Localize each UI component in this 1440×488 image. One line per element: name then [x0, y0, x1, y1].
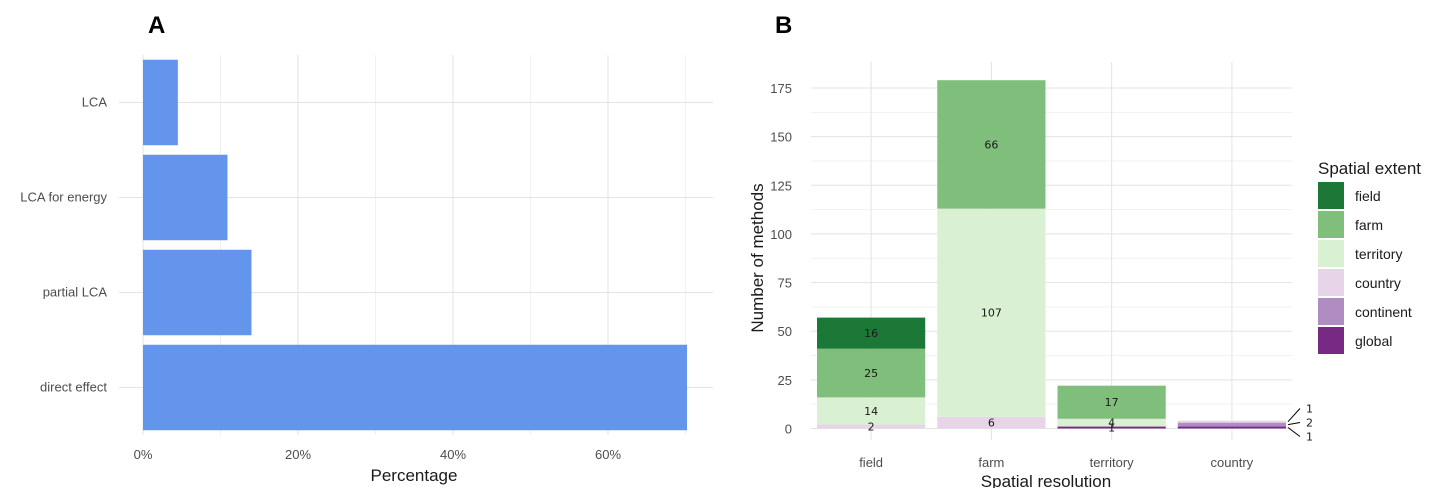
x-tick-label: 60% — [595, 447, 621, 462]
segment-value-label: 66 — [984, 138, 998, 151]
label-leader-line — [1287, 427, 1301, 437]
segment-territory-global — [1057, 426, 1166, 429]
legend-key-territory — [1318, 240, 1344, 267]
segment-value-label: 2 — [1306, 417, 1313, 430]
segment-country-global — [1177, 426, 1286, 429]
y-tick-label: 150 — [770, 130, 792, 145]
segment-farm-farm — [937, 80, 1046, 209]
x-tick-label: farm — [978, 455, 1004, 470]
legend-title: Spatial extent — [1318, 159, 1421, 178]
y-tick-label: 75 — [778, 276, 792, 291]
legend-key-farm — [1318, 211, 1344, 238]
segment-territory-territory — [1057, 418, 1166, 427]
panel-a-y-ticks: LCA LCA for energy partial LCA direct effec… — [20, 95, 107, 395]
legend-label: country — [1355, 275, 1401, 291]
segment-field-territory — [817, 397, 926, 425]
panel-b-x-axis-title: Spatial resolution — [981, 472, 1111, 488]
panel-b-y-ticks: 0 25 50 75 100 125 150 175 — [770, 81, 792, 437]
y-tick-label: 50 — [778, 324, 792, 339]
x-tick-label: territory — [1090, 455, 1135, 470]
legend-label: farm — [1355, 217, 1383, 233]
segment-farm-country — [937, 416, 1046, 429]
y-tick-label: LCA — [82, 95, 108, 110]
segment-field-country — [817, 424, 926, 429]
panel-a-bars — [143, 59, 688, 431]
legend-label: field — [1355, 188, 1381, 204]
segment-field-field — [817, 317, 926, 349]
segment-field-farm — [817, 348, 926, 398]
segment-value-label: 17 — [1105, 396, 1119, 409]
legend-label: global — [1355, 333, 1392, 349]
legend-key-global — [1318, 327, 1344, 354]
panel-a-label: A — [148, 12, 165, 39]
legend-label: continent — [1355, 304, 1412, 320]
segment-value-label: 6 — [988, 417, 995, 430]
panel-b-legend: Spatial extent field farm territory country… — [1318, 159, 1421, 354]
x-tick-label: 0% — [134, 447, 153, 462]
bar-partial-lca — [143, 249, 252, 336]
segment-country-continent — [1177, 422, 1286, 427]
y-tick-label: 175 — [770, 81, 792, 96]
panel-a: A LCA LCA for energy partial LCA direct eff… — [20, 12, 713, 485]
legend-key-continent — [1318, 298, 1344, 325]
y-tick-label: 100 — [770, 227, 792, 242]
x-tick-label: 20% — [285, 447, 311, 462]
x-tick-label: 40% — [440, 447, 466, 462]
panel-a-x-axis-title: Percentage — [371, 466, 458, 485]
label-leader-line — [1287, 422, 1301, 426]
label-leader-line — [1287, 408, 1301, 423]
segment-value-label: 14 — [864, 405, 878, 418]
segment-country-country — [1177, 420, 1286, 423]
bar-lca-for-energy — [143, 154, 228, 241]
segment-farm-territory — [937, 208, 1046, 417]
segment-value-label: 25 — [864, 367, 878, 380]
segment-value-label: 1 — [1108, 422, 1115, 435]
panel-b-bars — [817, 80, 1286, 429]
panel-a-x-ticks: 0% 20% 40% 60% — [134, 447, 622, 462]
segment-value-label: 107 — [981, 307, 1002, 320]
panel-b-x-ticks: field farm territory country — [859, 455, 1253, 470]
panel-b-label: B — [775, 12, 792, 39]
y-tick-label: 125 — [770, 178, 792, 193]
legend-key-country — [1318, 269, 1344, 296]
segment-territory-farm — [1057, 385, 1166, 419]
bar-lca — [143, 59, 178, 146]
legend-label: territory — [1355, 246, 1402, 262]
y-tick-label: direct effect — [40, 380, 107, 395]
segment-value-label: 2 — [868, 421, 875, 434]
segment-value-label: 16 — [864, 327, 878, 340]
panel-b-y-axis-title: Number of methods — [748, 183, 767, 332]
segment-value-label: 1 — [1306, 403, 1313, 416]
segment-value-label: 1 — [1306, 431, 1313, 444]
x-tick-label: country — [1211, 455, 1254, 470]
bar-direct-effect — [143, 344, 688, 431]
y-tick-label: partial LCA — [43, 285, 108, 300]
y-tick-label: 25 — [778, 373, 792, 388]
x-tick-label: field — [859, 455, 883, 470]
legend-key-field — [1318, 182, 1344, 209]
y-tick-label: 0 — [785, 422, 792, 437]
y-tick-label: LCA for energy — [20, 190, 107, 205]
segment-value-label: 4 — [1108, 417, 1115, 430]
